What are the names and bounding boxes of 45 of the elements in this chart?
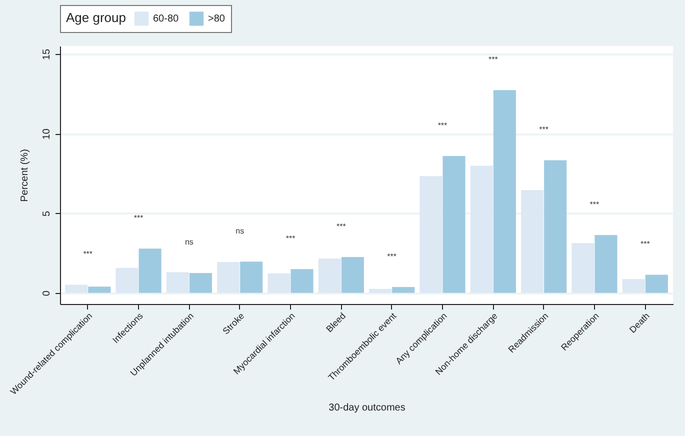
bar: [240, 262, 263, 293]
annotation: ***: [387, 252, 396, 261]
annotation: ***: [286, 234, 296, 244]
legend-title: Age group: [66, 10, 126, 25]
legend-label: >80: [208, 14, 226, 25]
annotation: ns: [184, 237, 194, 246]
bar: [318, 258, 341, 293]
bar: [166, 272, 189, 293]
y-tick-label: 10: [42, 128, 52, 140]
bar: [392, 286, 415, 293]
y-tick-label: 5: [42, 210, 52, 217]
annotation: ***: [336, 222, 346, 232]
bar: [138, 248, 162, 293]
bar: [290, 269, 314, 293]
bar: [521, 190, 544, 293]
annotation: ***: [83, 250, 93, 259]
bar: [622, 279, 645, 293]
bar: [645, 274, 668, 293]
bar: [572, 243, 594, 293]
y-tick-label: 15: [42, 48, 52, 60]
bar: [493, 90, 516, 293]
annotation: ***: [590, 200, 600, 210]
bar: [189, 272, 212, 293]
bar: [544, 160, 567, 293]
bar: [65, 284, 88, 293]
bar: [217, 262, 240, 293]
y-axis-title: Percent (%): [20, 149, 30, 202]
legend-label: 60-80: [153, 14, 180, 25]
bar: [442, 156, 466, 293]
bar: [88, 286, 111, 293]
bar: [341, 257, 364, 293]
bar: [268, 273, 290, 293]
annotation: ***: [488, 55, 498, 64]
bar: [116, 268, 138, 293]
bar: [594, 235, 618, 293]
y-tick-label: 0: [42, 290, 52, 296]
annotation: ***: [438, 121, 448, 130]
annotation: ***: [640, 240, 650, 249]
bar: [420, 176, 442, 293]
annotation: ns: [236, 226, 244, 236]
annotation: ***: [134, 214, 144, 223]
bar: [369, 288, 392, 293]
x-axis-title: 30-day outcomes: [328, 402, 406, 414]
bar: [470, 166, 493, 293]
annotation: ***: [539, 125, 548, 134]
